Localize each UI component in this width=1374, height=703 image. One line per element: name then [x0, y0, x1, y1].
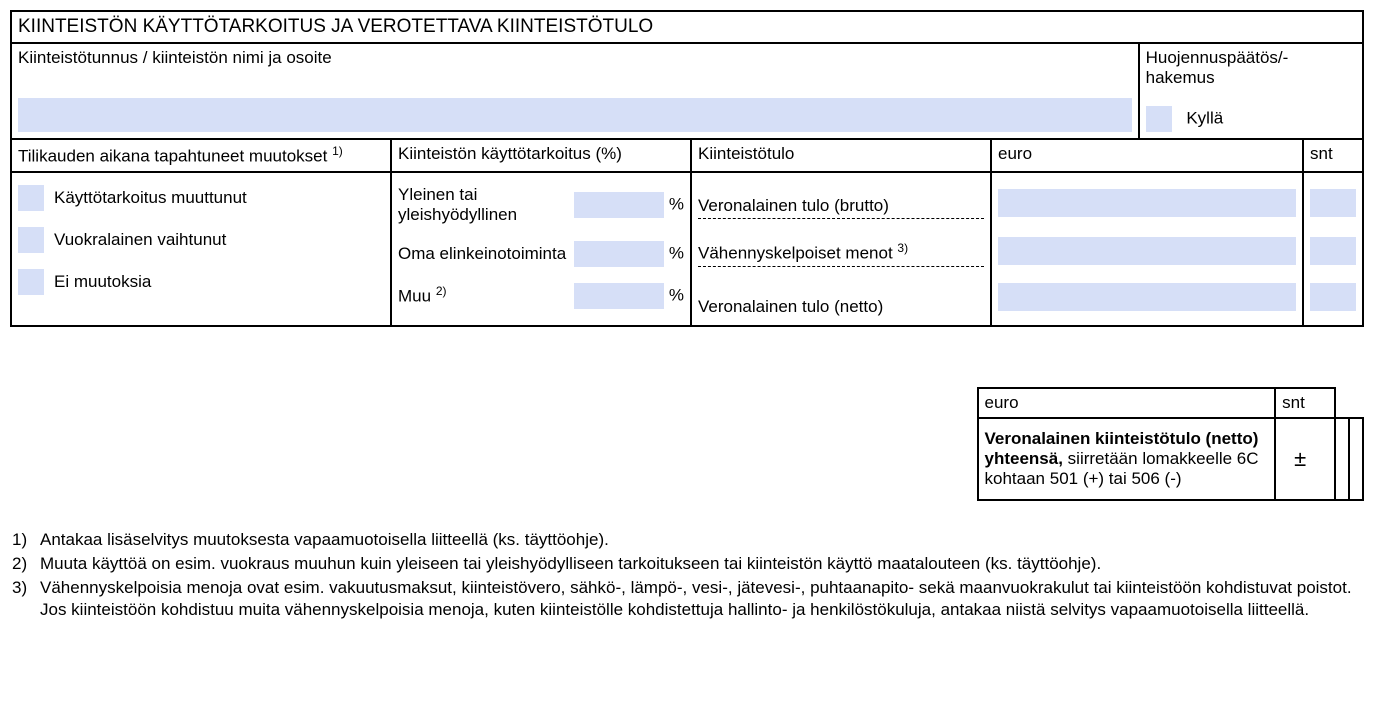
- change-tenant-checkbox[interactable]: [18, 227, 44, 253]
- usage-other-input[interactable]: [574, 283, 664, 309]
- income-row-2: Vähennyskelpoiset menot 3): [698, 225, 984, 273]
- plus-minus-icon: ±: [1282, 446, 1314, 471]
- relief-yes-label: Kyllä: [1186, 108, 1223, 127]
- usage-row-2: Oma elinkeinotoiminta %: [398, 233, 684, 275]
- usage-other-label: Muu 2): [398, 284, 574, 307]
- col-header-income: Kiinteistötulo: [691, 139, 991, 172]
- footnote-3: 3) Vähennyskelpoisia menoja ovat esim. v…: [12, 577, 1362, 621]
- total-euro-cell: [1335, 418, 1349, 500]
- income-row-1: Veronalainen tulo (brutto): [698, 177, 984, 225]
- change-usage-label: Käyttötarkoitus muuttunut: [54, 188, 247, 208]
- property-id-label: Kiinteistötunnus / kiinteistön nimi ja o…: [11, 43, 1139, 92]
- footnote-2: 2) Muuta käyttöä on esim. vuokraus muuhu…: [12, 553, 1362, 575]
- total-table: euro snt Veronalainen kiinteistötulo (ne…: [10, 387, 1364, 501]
- col-header-euro: euro: [991, 139, 1303, 172]
- changes-cell: Käyttötarkoitus muuttunut Vuokralainen v…: [11, 172, 391, 326]
- income-deductible-label: Vähennyskelpoiset menot 3): [698, 241, 984, 267]
- col-header-usage: Kiinteistön käyttötarkoitus (%): [391, 139, 691, 172]
- snt-cell: [1303, 172, 1363, 326]
- usage-row-1: Yleinen tai yleishyödyllinen %: [398, 177, 684, 233]
- usage-row-3: Muu 2) %: [398, 275, 684, 309]
- total-snt-header: snt: [1275, 388, 1335, 418]
- usage-own-business-label: Oma elinkeinotoiminta: [398, 244, 574, 264]
- no-changes-checkbox[interactable]: [18, 269, 44, 295]
- total-snt-cell: [1349, 418, 1363, 500]
- income-deductible-euro-input[interactable]: [998, 237, 1296, 265]
- property-id-input[interactable]: [18, 98, 1132, 132]
- relief-cell: Kyllä: [1139, 92, 1363, 139]
- income-net-label: Veronalainen tulo (netto): [698, 297, 883, 317]
- col-header-changes: Tilikauden aikana tapahtuneet muutokset …: [11, 139, 391, 172]
- change-row-1: Käyttötarkoitus muuttunut: [18, 177, 384, 219]
- total-plus-minus-cell: ±: [1275, 418, 1335, 500]
- income-gross-snt-input[interactable]: [1310, 189, 1356, 217]
- income-row-3: Veronalainen tulo (netto): [698, 273, 984, 317]
- income-labels-cell: Veronalainen tulo (brutto) Vähennyskelpo…: [691, 172, 991, 326]
- euro-cell: [991, 172, 1303, 326]
- usage-general-input[interactable]: [574, 192, 664, 218]
- change-usage-checkbox[interactable]: [18, 185, 44, 211]
- footnotes-block: 1) Antakaa lisäselvitys muutoksesta vapa…: [10, 525, 1364, 627]
- property-id-cell: [11, 92, 1139, 139]
- change-row-3: Ei muutoksia: [18, 261, 384, 295]
- usage-cell: Yleinen tai yleishyödyllinen % Oma elink…: [391, 172, 691, 326]
- change-row-2: Vuokralainen vaihtunut: [18, 219, 384, 261]
- change-tenant-label: Vuokralainen vaihtunut: [54, 230, 226, 250]
- usage-own-business-input[interactable]: [574, 241, 664, 267]
- income-net-euro-input[interactable]: [998, 283, 1296, 311]
- income-gross-label: Veronalainen tulo (brutto): [698, 196, 984, 219]
- col-header-snt: snt: [1303, 139, 1363, 172]
- total-euro-header: euro: [978, 388, 1276, 418]
- footnote-1: 1) Antakaa lisäselvitys muutoksesta vapa…: [12, 529, 1362, 551]
- section-title: KIINTEISTÖN KÄYTTÖTARKOITUS JA VEROTETTA…: [11, 11, 1363, 43]
- no-changes-label: Ei muutoksia: [54, 272, 151, 292]
- total-label-cell: Veronalainen kiinteistötulo (netto) yhte…: [978, 418, 1276, 500]
- relief-yes-checkbox[interactable]: [1146, 106, 1172, 132]
- income-gross-euro-input[interactable]: [998, 189, 1296, 217]
- usage-general-label: Yleinen tai yleishyödyllinen: [398, 185, 574, 225]
- income-deductible-snt-input[interactable]: [1310, 237, 1356, 265]
- relief-decision-label: Huojennuspäätös/-hakemus: [1139, 43, 1363, 92]
- property-section-table: KIINTEISTÖN KÄYTTÖTARKOITUS JA VEROTETTA…: [10, 10, 1364, 327]
- income-net-snt-input[interactable]: [1310, 283, 1356, 311]
